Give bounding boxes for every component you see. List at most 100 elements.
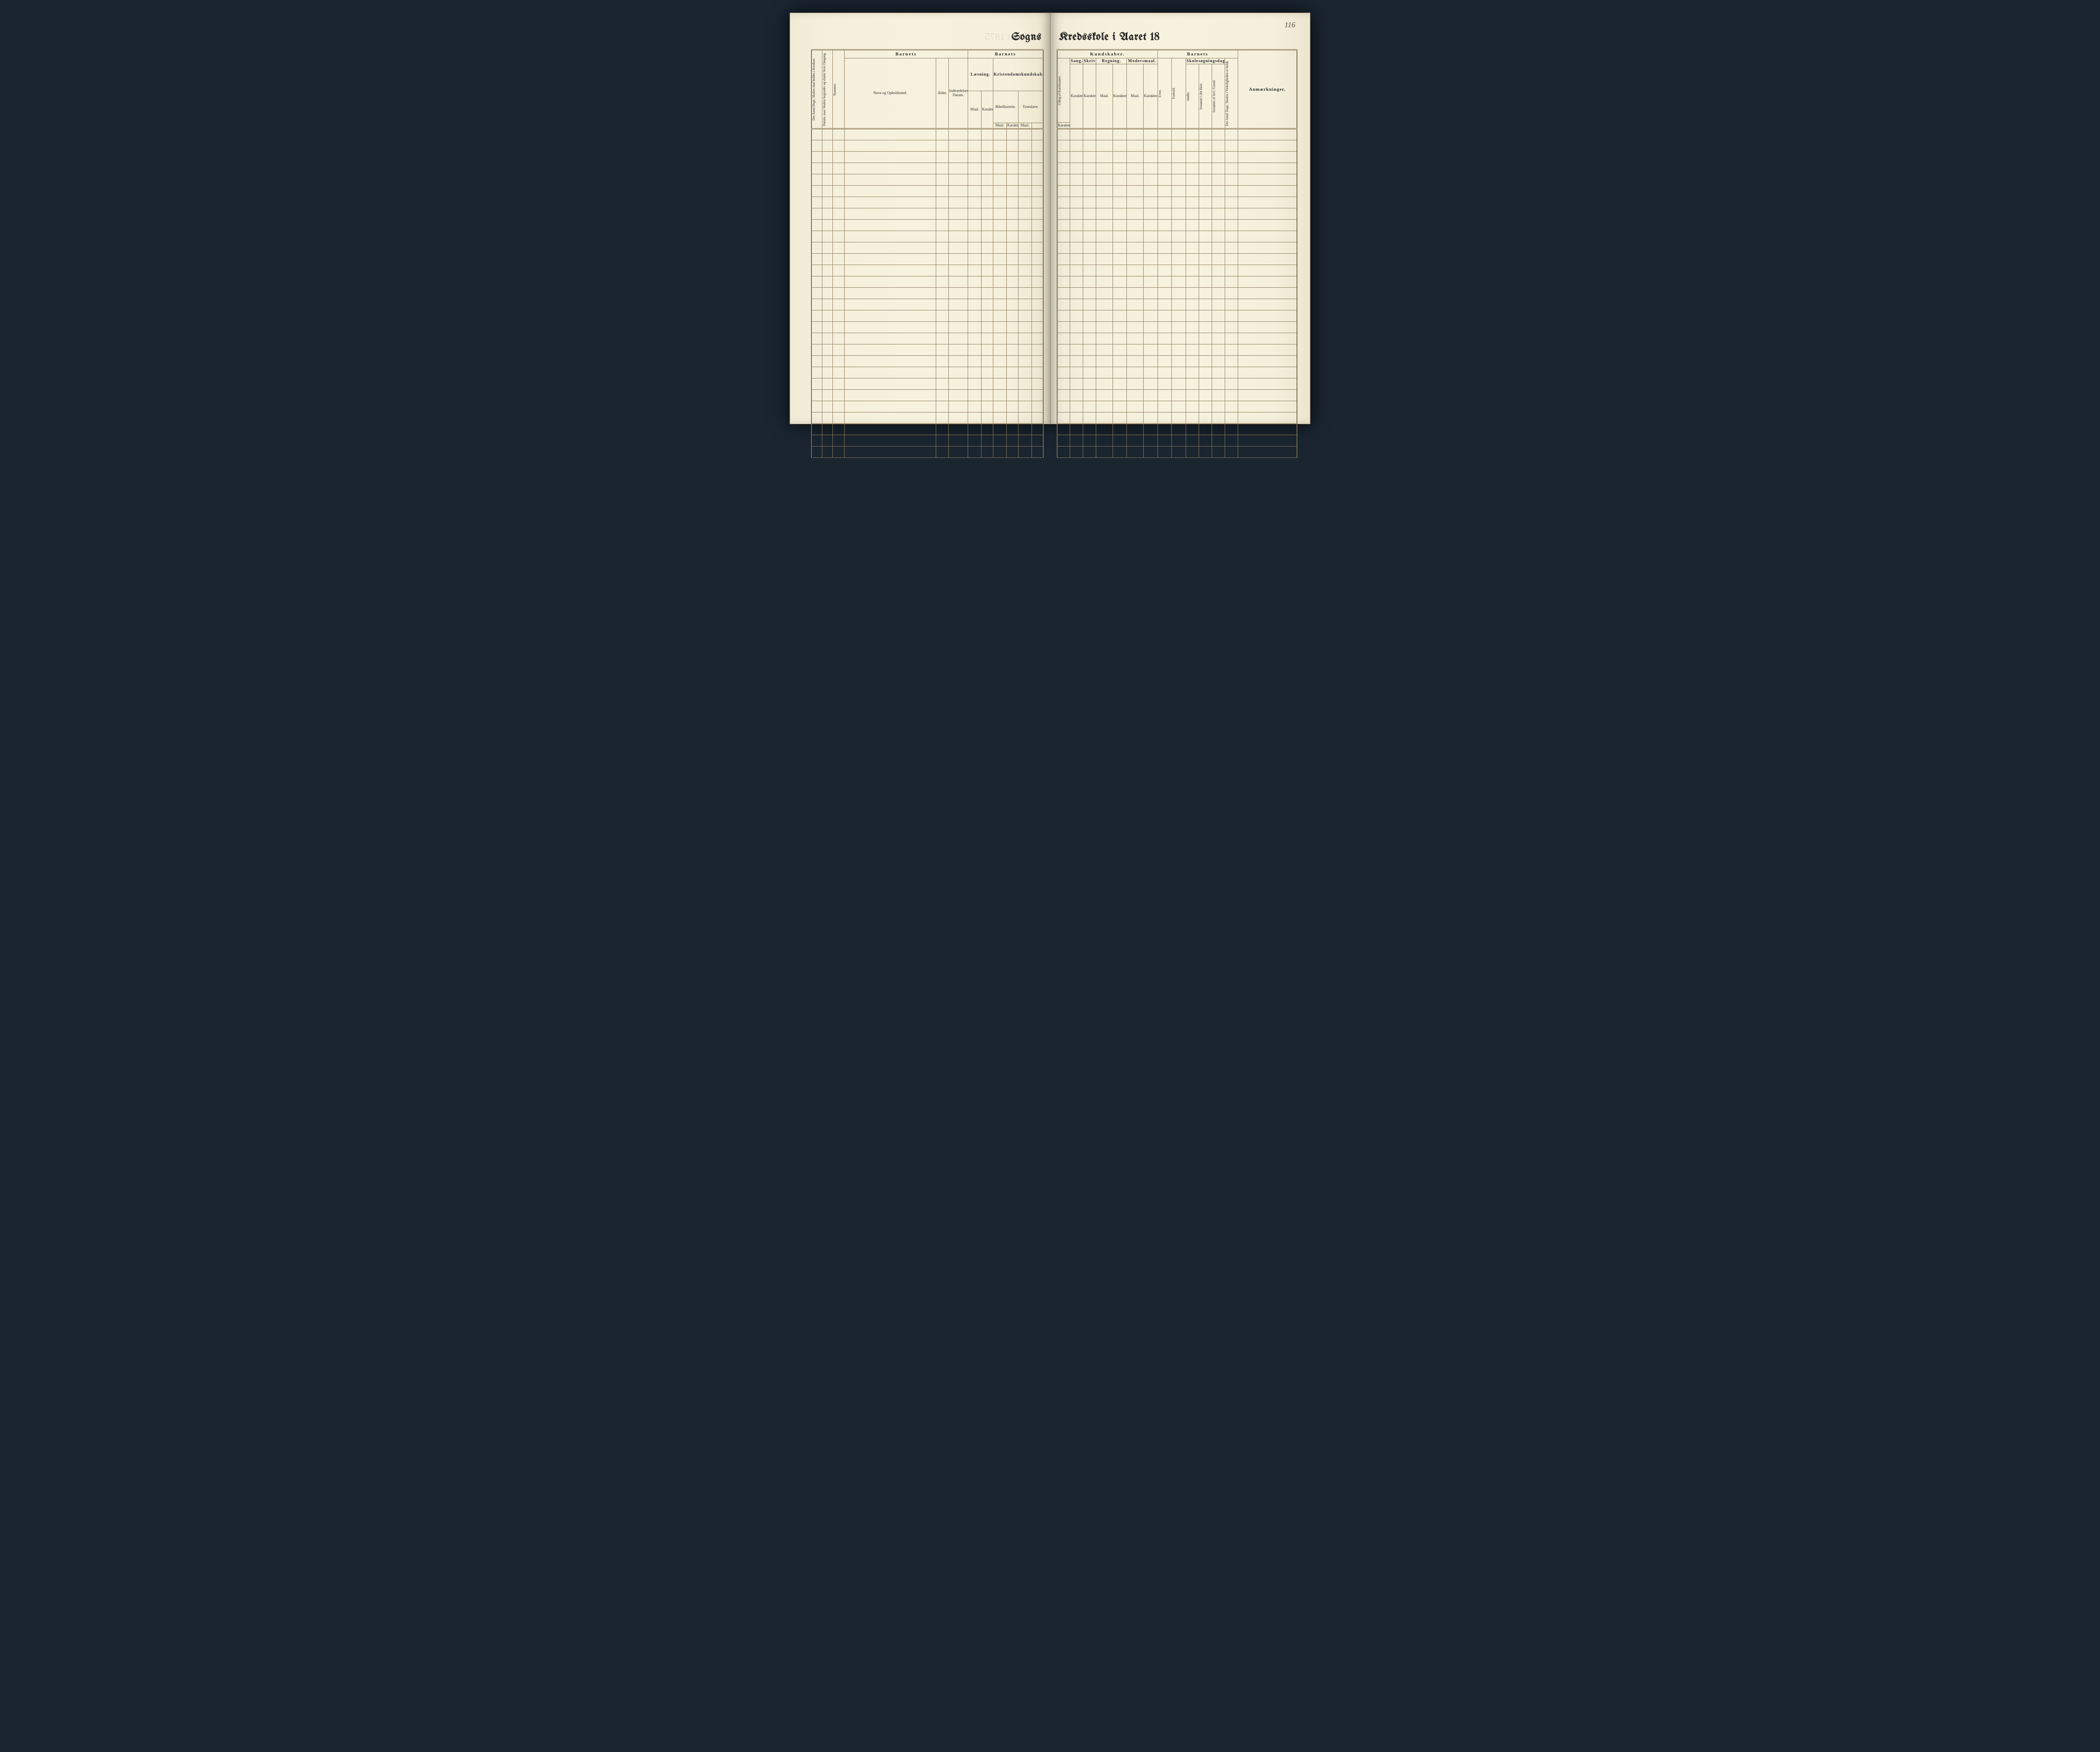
cell [1096, 140, 1113, 152]
cell [1070, 378, 1083, 390]
cell [936, 367, 949, 378]
cell [982, 356, 993, 367]
cell [1018, 424, 1032, 435]
cell [1127, 356, 1143, 367]
cell [822, 344, 832, 356]
cell [844, 231, 936, 242]
cell [1225, 378, 1238, 390]
cell [993, 231, 1006, 242]
cell [1032, 174, 1043, 186]
cell [1225, 163, 1238, 174]
cell [1238, 140, 1297, 152]
cell [1158, 356, 1172, 367]
col-forsomte-hele: forsømte i det Hele. [1200, 81, 1203, 111]
cell [833, 390, 845, 401]
table-row [811, 367, 1043, 378]
cell [1057, 333, 1070, 344]
cell [1199, 367, 1212, 378]
cell [844, 265, 936, 276]
cell [1199, 231, 1212, 242]
cell [1143, 242, 1158, 254]
cell [1006, 197, 1018, 208]
cell [822, 390, 832, 401]
cell [1083, 424, 1096, 435]
cell [1006, 129, 1018, 140]
cell [1006, 231, 1018, 242]
table-row [811, 401, 1043, 412]
cell [1186, 356, 1199, 367]
cell [833, 208, 845, 220]
col-skriv-kar: Karakter. [1083, 64, 1096, 129]
cell [936, 220, 949, 231]
section-modersmaal: Modersmaal. [1127, 58, 1158, 64]
section-barnets-left2: Barnets [968, 50, 1043, 58]
cell [844, 186, 936, 197]
ledger-table-left: Det Antal Dage, Skolen skal holdes i Kre… [811, 49, 1044, 458]
right-page: 116 Kredsskole i Aaret 18 Kundskaber. Ba… [1050, 13, 1310, 424]
cell [949, 208, 968, 220]
cell [1143, 288, 1158, 299]
cell [833, 333, 845, 344]
cell [968, 220, 982, 231]
table-row [811, 435, 1043, 447]
cell [1172, 197, 1186, 208]
cell [1212, 447, 1225, 458]
cell [1070, 242, 1083, 254]
cell [936, 299, 949, 310]
cell [1018, 401, 1032, 412]
cell [982, 310, 993, 322]
cell [833, 424, 845, 435]
cell [1143, 356, 1158, 367]
cell [1172, 299, 1186, 310]
cell [968, 254, 982, 265]
cell [844, 344, 936, 356]
cell [1127, 174, 1143, 186]
cell [1057, 401, 1070, 412]
cell [1127, 412, 1143, 424]
cell [833, 412, 845, 424]
cell [1212, 220, 1225, 231]
cell [1172, 356, 1186, 367]
cell [1096, 288, 1113, 299]
cell [1158, 220, 1172, 231]
cell [936, 208, 949, 220]
cell [993, 322, 1006, 333]
table-row [1057, 231, 1297, 242]
cell [844, 310, 936, 322]
cell [844, 356, 936, 367]
cell [811, 163, 822, 174]
cell [1158, 208, 1172, 220]
cell [1199, 254, 1212, 265]
cell [993, 163, 1006, 174]
cell [949, 163, 968, 174]
table-row [1057, 299, 1297, 310]
cell [1032, 220, 1043, 231]
cell [1083, 378, 1096, 390]
cell [1225, 197, 1238, 208]
cell [1186, 344, 1199, 356]
cell [1158, 265, 1172, 276]
cell [1113, 276, 1127, 288]
cell [1158, 288, 1172, 299]
cell [1032, 435, 1043, 447]
cell [982, 231, 993, 242]
cell [1225, 140, 1238, 152]
cell [1225, 344, 1238, 356]
cell [1238, 129, 1297, 140]
cell [1143, 412, 1158, 424]
cell [1018, 276, 1032, 288]
cell [1032, 163, 1043, 174]
cell [1096, 265, 1113, 276]
cell [1186, 276, 1199, 288]
cell [1127, 390, 1143, 401]
cell [1113, 344, 1127, 356]
cell [1018, 140, 1032, 152]
cell [822, 401, 832, 412]
cell [982, 344, 993, 356]
cell [1127, 344, 1143, 356]
table-row [811, 231, 1043, 242]
cell [811, 174, 822, 186]
cell [1225, 424, 1238, 435]
cell [949, 242, 968, 254]
cell [993, 288, 1006, 299]
